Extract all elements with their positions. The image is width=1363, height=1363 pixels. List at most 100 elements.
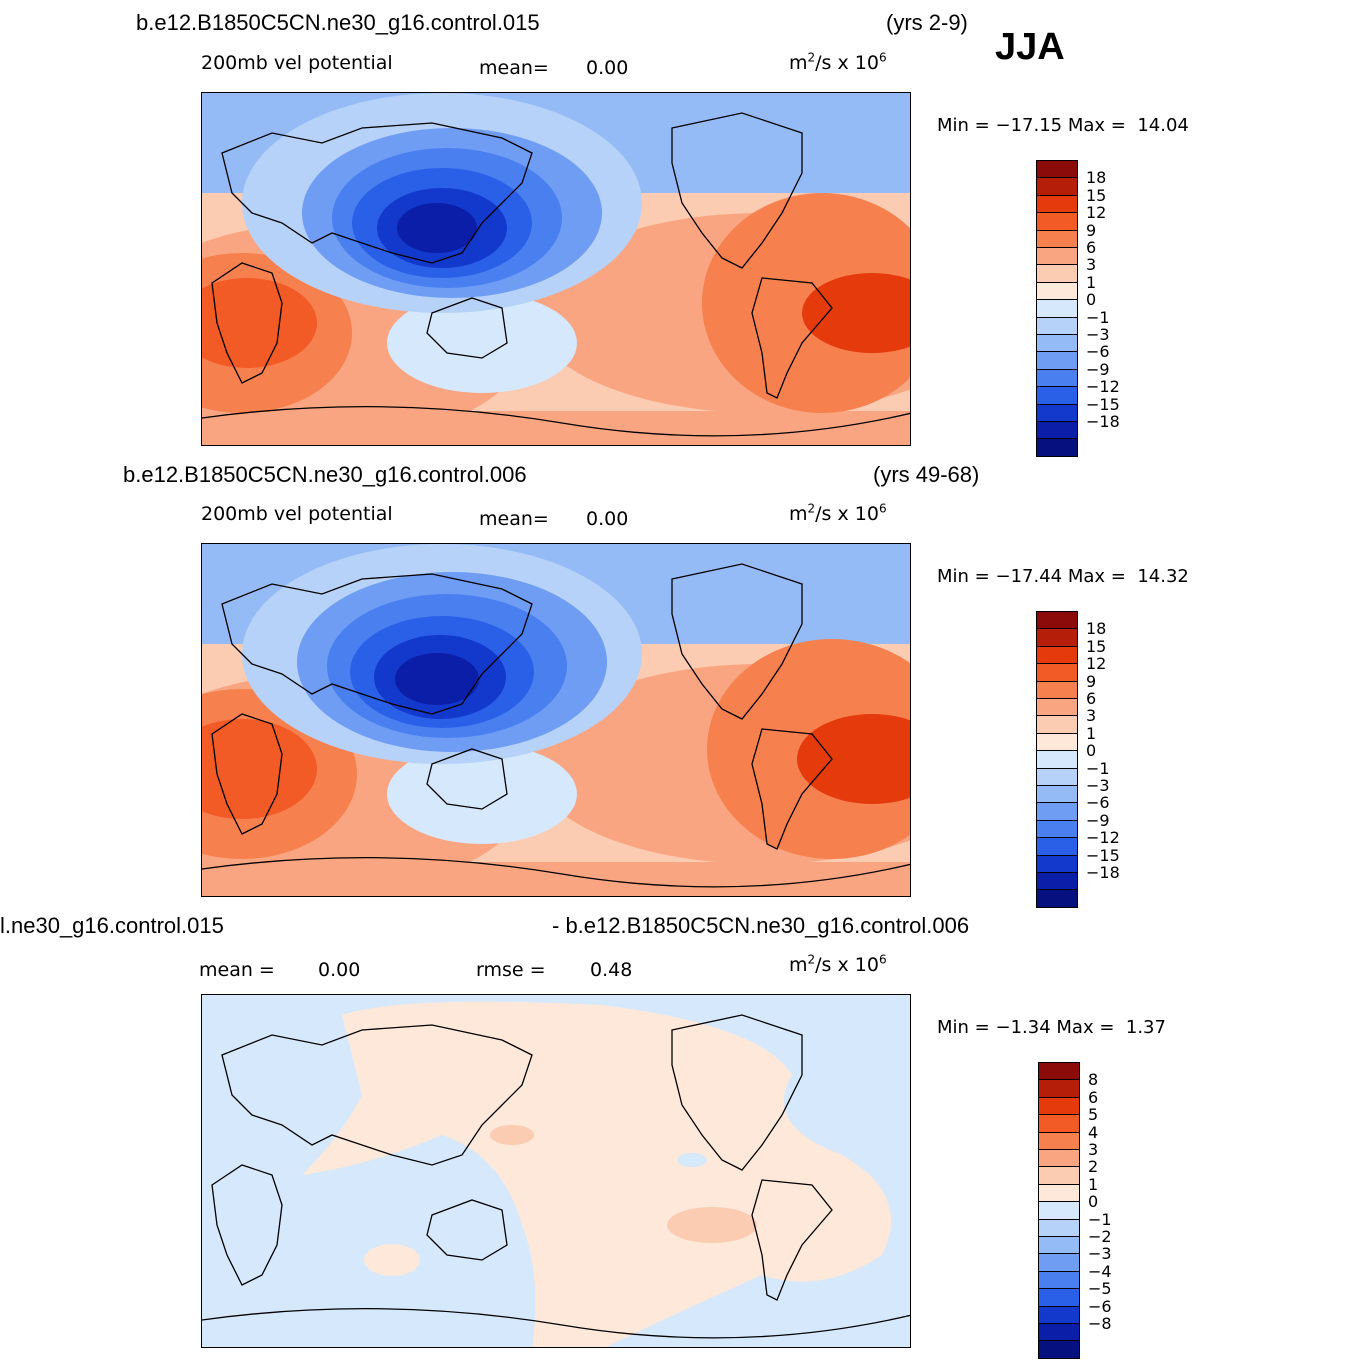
- panel2-map: [201, 543, 911, 897]
- colorbar-level-label: −4: [1088, 1261, 1112, 1281]
- panel1-mean-value: 0.00: [586, 57, 629, 79]
- colorbar-box: [1036, 698, 1078, 717]
- colorbar-box: [1036, 715, 1078, 734]
- colorbar-box: [1038, 1323, 1080, 1342]
- colorbar-box: [1036, 680, 1078, 699]
- colorbar-level-label: 1: [1086, 272, 1097, 292]
- colorbar-level-label: 3: [1086, 706, 1097, 726]
- panel2-case-title: b.e12.B1850C5CN.ne30_g16.control.006: [123, 462, 527, 487]
- colorbar-level-label: −18: [1086, 863, 1120, 882]
- colorbar-box: [1036, 732, 1078, 752]
- colorbar-box: [1038, 1218, 1080, 1237]
- colorbar-level-label: 6: [1086, 238, 1097, 257]
- colorbar-level-label: −3: [1086, 325, 1110, 344]
- colorbar-level-label: −1: [1086, 307, 1110, 327]
- colorbar-level-label: 15: [1086, 636, 1107, 656]
- panel3-map: [201, 994, 911, 1348]
- colorbar-box: [1038, 1340, 1080, 1359]
- colorbar-box: [1036, 611, 1078, 630]
- colorbar-box: [1036, 645, 1078, 665]
- panel2-units: m2/s x 106: [789, 501, 887, 525]
- colorbar-level-label: 3: [1086, 255, 1097, 275]
- colorbar-level-label: −6: [1086, 342, 1110, 362]
- panel3-case-title: l.ne30_g16.control.015: [0, 913, 224, 938]
- colorbar-level-label: −12: [1086, 377, 1120, 397]
- colorbar-level-label: 0: [1088, 1192, 1099, 1212]
- colorbar-level-label: −3: [1088, 1244, 1112, 1264]
- panel3-units: m2/s x 106: [789, 952, 887, 976]
- colorbar-box: [1036, 177, 1078, 196]
- colorbar-level-label: −6: [1086, 793, 1110, 813]
- colorbar-box: [1036, 438, 1078, 457]
- colorbar-level-label: 3: [1088, 1140, 1099, 1159]
- colorbar-box: [1038, 1270, 1080, 1290]
- colorbar-box: [1036, 386, 1078, 405]
- colorbar-box: [1036, 663, 1078, 682]
- colorbar-level-label: −8: [1088, 1314, 1112, 1333]
- colorbar-level-label: 5: [1088, 1105, 1099, 1125]
- colorbar-box: [1036, 229, 1078, 248]
- colorbar-box: [1038, 1236, 1080, 1255]
- panel1-case-title: b.e12.B1850C5CN.ne30_g16.control.015: [136, 10, 540, 35]
- colorbar-level-label: −6: [1088, 1296, 1112, 1316]
- panel2-variable: 200mb vel potential: [201, 503, 393, 525]
- colorbar-box: [1038, 1201, 1080, 1220]
- colorbar-box: [1038, 1305, 1080, 1324]
- colorbar-box: [1038, 1183, 1080, 1203]
- colorbar-box: [1036, 212, 1078, 231]
- colorbar-box: [1038, 1114, 1080, 1133]
- colorbar-box: [1036, 421, 1078, 440]
- colorbar-box: [1036, 264, 1078, 283]
- colorbar-box: [1036, 854, 1078, 873]
- panel2-mean-value: 0.00: [586, 508, 629, 530]
- colorbar-box: [1038, 1079, 1080, 1098]
- colorbar-box: [1036, 160, 1078, 179]
- colorbar-level-label: 4: [1088, 1122, 1099, 1142]
- colorbar-level-label: −1: [1088, 1209, 1112, 1229]
- colorbar-level-label: −5: [1088, 1279, 1112, 1299]
- colorbar-level-label: 1: [1086, 723, 1097, 743]
- colorbar-level-label: 6: [1086, 689, 1097, 708]
- colorbar-box: [1036, 368, 1078, 388]
- colorbar-box: [1036, 750, 1078, 769]
- panel1-mean-label: mean=: [479, 57, 549, 79]
- panel1-years: (yrs 2-9): [886, 10, 968, 35]
- colorbar-level-label: 6: [1088, 1087, 1099, 1107]
- colorbar-level-label: 15: [1086, 185, 1107, 205]
- panel3-minmax: Min = −1.34 Max = 1.37: [937, 1017, 1166, 1038]
- colorbar-level-label: −1: [1086, 758, 1110, 778]
- colorbar-box: [1036, 767, 1078, 786]
- panel1-map: [201, 92, 911, 446]
- colorbar-box: [1036, 837, 1078, 856]
- colorbar-box: [1036, 281, 1078, 301]
- panel3-rmse-value: 0.48: [590, 959, 633, 981]
- panel3-rmse-label: rmse =: [476, 959, 546, 981]
- colorbar-level-label: 0: [1086, 290, 1097, 310]
- colorbar-level-label: 18: [1086, 619, 1107, 639]
- colorbar-box: [1038, 1096, 1080, 1116]
- colorbar-box: [1036, 194, 1078, 214]
- colorbar-box: [1038, 1131, 1080, 1150]
- colorbar-level-label: 2: [1088, 1157, 1099, 1177]
- panel3-mean-value: 0.00: [318, 959, 361, 981]
- colorbar-box: [1038, 1166, 1080, 1185]
- panel2-mean-label: mean=: [479, 508, 549, 530]
- colorbar-box: [1036, 316, 1078, 335]
- panel1-units: m2/s x 106: [789, 50, 887, 74]
- colorbar-level-label: −18: [1086, 412, 1120, 431]
- colorbar-level-label: 12: [1086, 654, 1107, 674]
- colorbar-box: [1036, 819, 1078, 839]
- colorbar-box: [1036, 403, 1078, 422]
- colorbar-level-label: −9: [1086, 359, 1110, 379]
- colorbar-level-label: 12: [1086, 203, 1107, 223]
- colorbar-level-label: 18: [1086, 168, 1107, 188]
- panel2-minmax: Min = −17.44 Max = 14.32: [937, 566, 1189, 587]
- panel1-variable: 200mb vel potential: [201, 52, 393, 74]
- colorbar-box: [1036, 802, 1078, 821]
- colorbar-box: [1036, 247, 1078, 266]
- colorbar-level-label: −15: [1086, 845, 1120, 865]
- panel2-years: (yrs 49-68): [873, 462, 980, 487]
- colorbar-level-label: 8: [1088, 1070, 1099, 1090]
- panel1-minmax: Min = −17.15 Max = 14.04: [937, 115, 1189, 136]
- colorbar-level-label: 1: [1088, 1174, 1099, 1194]
